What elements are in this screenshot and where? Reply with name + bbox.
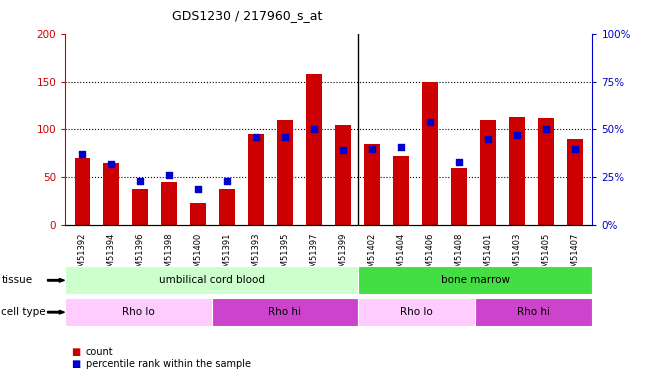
Text: GDS1230 / 217960_s_at: GDS1230 / 217960_s_at — [173, 9, 322, 22]
Text: tissue: tissue — [1, 275, 33, 285]
Bar — [248, 134, 264, 225]
Text: cell type: cell type — [1, 307, 46, 317]
Point — [541, 126, 551, 132]
Bar — [567, 139, 583, 225]
Bar — [65, 266, 358, 294]
Bar — [65, 298, 212, 326]
Bar — [104, 163, 119, 225]
Text: umbilical cord blood: umbilical cord blood — [159, 275, 264, 285]
Point — [512, 132, 522, 138]
Text: percentile rank within the sample: percentile rank within the sample — [86, 359, 251, 369]
Text: Rho hi: Rho hi — [518, 307, 550, 317]
Bar — [212, 298, 358, 326]
Bar — [538, 118, 554, 225]
Point — [338, 147, 348, 153]
Point — [367, 146, 378, 152]
Bar — [451, 168, 467, 225]
Point — [483, 136, 493, 142]
Point — [454, 159, 464, 165]
Text: Rho hi: Rho hi — [268, 307, 301, 317]
Bar — [335, 124, 351, 225]
Bar — [475, 298, 592, 326]
Bar — [74, 158, 90, 225]
Point — [106, 161, 117, 167]
Text: count: count — [86, 347, 113, 357]
Point — [135, 178, 146, 184]
Bar — [277, 120, 293, 225]
Point — [222, 178, 232, 184]
Text: Rho lo: Rho lo — [122, 307, 155, 317]
Bar — [365, 144, 380, 225]
Bar — [219, 189, 235, 225]
Bar — [393, 156, 409, 225]
Bar — [132, 189, 148, 225]
Bar — [358, 298, 475, 326]
Point — [570, 146, 580, 152]
Bar — [161, 182, 177, 225]
Bar — [307, 74, 322, 225]
Point — [77, 151, 88, 157]
Point — [251, 134, 262, 140]
Bar — [480, 120, 496, 225]
Text: ■: ■ — [72, 347, 81, 357]
Point — [425, 119, 436, 125]
Text: ■: ■ — [72, 359, 81, 369]
Bar — [190, 203, 206, 225]
Point — [396, 144, 406, 150]
Point — [309, 126, 320, 132]
Bar — [422, 82, 438, 225]
Bar — [358, 266, 592, 294]
Point — [193, 186, 204, 192]
Text: Rho lo: Rho lo — [400, 307, 433, 317]
Point — [280, 134, 290, 140]
Bar — [509, 117, 525, 225]
Text: bone marrow: bone marrow — [441, 275, 510, 285]
Point — [164, 172, 174, 178]
